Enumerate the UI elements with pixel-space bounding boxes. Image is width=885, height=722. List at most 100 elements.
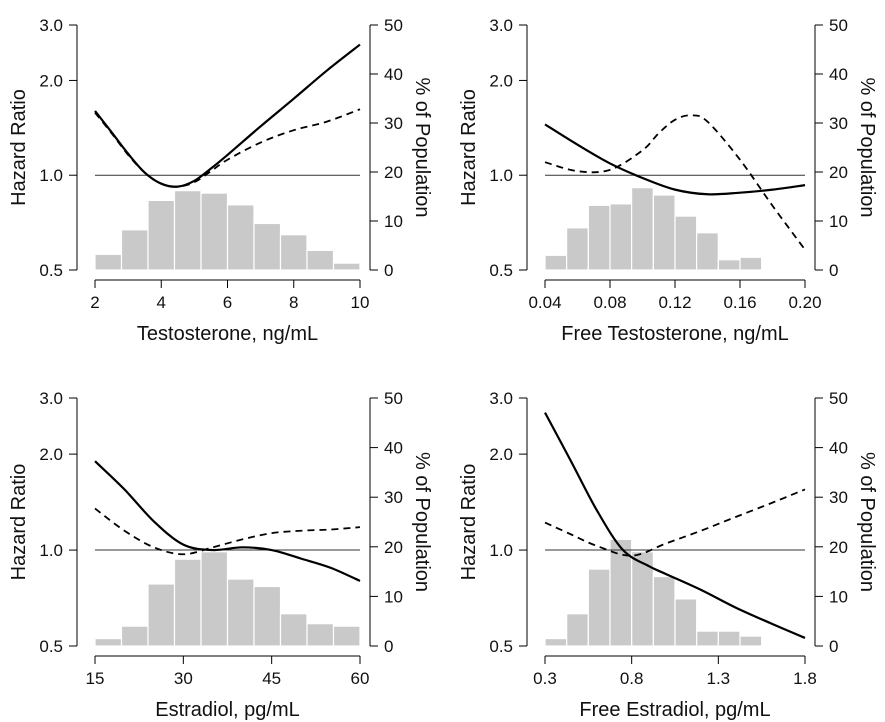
histogram-bar: [674, 598, 698, 647]
dashed-curve: [544, 114, 806, 251]
left-tick-label: 0.5: [489, 261, 513, 280]
histogram-bar: [173, 190, 202, 271]
histogram-bar: [566, 613, 589, 647]
left-tick-label: 2.0: [489, 445, 513, 464]
histogram-bar: [279, 613, 308, 647]
left-tick-label: 2.0: [39, 445, 63, 464]
left-tick-label: 1.0: [489, 541, 513, 560]
y-axis-title: Hazard Ratio: [458, 89, 480, 206]
x-tick-label: 0.20: [788, 293, 821, 312]
x-tick-label: 8: [289, 293, 298, 312]
left-tick-label: 0.5: [39, 261, 63, 280]
histogram-bar: [739, 256, 763, 271]
right-tick-label: 20: [384, 163, 403, 182]
right-tick-label: 40: [384, 439, 403, 458]
right-tick-label: 20: [829, 538, 848, 557]
right-tick-label: 50: [384, 16, 403, 35]
histogram-bar: [279, 234, 308, 271]
left-tick-label: 2.0: [489, 71, 513, 90]
solid-curve: [94, 43, 361, 188]
histogram-bar: [147, 583, 176, 647]
left-tick-label: 3.0: [489, 389, 513, 408]
x-axis-title: Free Estradiol, pg/mL: [579, 699, 770, 721]
histogram-bar: [739, 635, 763, 647]
histogram-bar: [147, 199, 176, 271]
y-axis-title: Hazard Ratio: [8, 89, 30, 206]
histogram-bar: [306, 249, 335, 271]
chart-panel-1: 0.5 1.0 2.0 3.0 0 10 20 30 40 50 2 4 6 8 10 Testosteron…: [8, 16, 433, 345]
right-tick-label: 10: [829, 587, 848, 606]
histogram-bar: [609, 203, 633, 271]
dashed-curve: [544, 488, 806, 557]
histogram-bar: [226, 578, 255, 647]
chart-panel-3: 0.5 1.0 2.0 3.0 0 10 20 30 40 50 15 30 45 60 Estradiol…: [8, 389, 433, 721]
x-axis-title: Free Testosterone, ng/mL: [561, 323, 789, 345]
x-tick-label: 4: [157, 293, 166, 312]
right-tick-label: 40: [829, 65, 848, 84]
x-tick-label: 0.08: [593, 293, 626, 312]
right-tick-label: 40: [384, 65, 403, 84]
right-tick-label: 30: [384, 488, 403, 507]
x-tick-label: 2: [90, 293, 99, 312]
right-tick-label: 50: [384, 389, 403, 408]
histogram-bar: [226, 204, 255, 271]
x-tick-label: 6: [223, 293, 232, 312]
histogram-bar: [120, 229, 149, 271]
solid-curve: [544, 412, 806, 639]
left-tick-label: 1.0: [39, 541, 63, 560]
right-tick-label: 20: [384, 538, 403, 557]
y2-axis-title: % of Population: [411, 452, 433, 592]
histogram-bar: [696, 630, 719, 647]
dashed-curve: [94, 507, 361, 556]
right-tick-label: 50: [829, 16, 848, 35]
left-tick-label: 1.0: [39, 166, 63, 185]
right-tick-label: 10: [384, 587, 403, 606]
histogram-bar: [253, 585, 282, 647]
right-tick-label: 50: [829, 389, 848, 408]
left-tick-label: 0.5: [39, 637, 63, 656]
histogram-bar: [200, 192, 229, 271]
y2-axis-title: % of Population: [856, 452, 878, 592]
right-tick-label: 0: [384, 637, 393, 656]
histogram-bar: [94, 637, 123, 647]
right-tick-label: 30: [384, 114, 403, 133]
left-tick-label: 2.0: [39, 71, 63, 90]
histogram-bar: [200, 551, 229, 647]
left-tick-label: 0.5: [489, 637, 513, 656]
x-tick-label: 30: [174, 669, 193, 688]
x-tick-label: 0.04: [528, 293, 561, 312]
x-tick-label: 60: [351, 669, 370, 688]
dashed-curve: [94, 108, 361, 188]
y-axis-title: Hazard Ratio: [8, 464, 30, 581]
x-axis-title: Estradiol, pg/mL: [155, 699, 300, 721]
left-tick-label: 3.0: [39, 16, 63, 35]
right-tick-label: 10: [829, 212, 848, 231]
chart-panel-4: 0.5 1.0 2.0 3.0 0 10 20 30 40 50 0.3 0.8 1.3 1.8 Free …: [458, 389, 878, 721]
left-tick-label: 1.0: [489, 166, 513, 185]
y2-axis-title: % of Population: [411, 77, 433, 217]
histogram-bar: [94, 253, 123, 271]
histogram-bar: [566, 227, 589, 271]
histogram-bar: [587, 568, 611, 647]
left-tick-label: 3.0: [489, 16, 513, 35]
x-tick-label: 0.8: [620, 669, 644, 688]
y-axis-title: Hazard Ratio: [458, 464, 480, 581]
histogram-bar: [652, 194, 676, 271]
histogram-bar: [652, 575, 676, 647]
x-tick-label: 15: [86, 669, 105, 688]
x-tick-label: 1.8: [793, 669, 817, 688]
x-tick-label: 0.16: [723, 293, 756, 312]
left-tick-label: 3.0: [39, 389, 63, 408]
right-tick-label: 0: [384, 261, 393, 280]
histogram-bar: [306, 623, 335, 647]
right-tick-label: 20: [829, 163, 848, 182]
right-tick-label: 30: [829, 114, 848, 133]
x-tick-label: 1.3: [707, 669, 731, 688]
chart-panel-2: 0.5 1.0 2.0 3.0 0 10 20 30 40 50 0.04 0.08 0.12 0.16 0…: [458, 16, 878, 345]
histogram-bar: [717, 259, 741, 271]
right-tick-label: 30: [829, 488, 848, 507]
x-axis-title: Testosterone, ng/mL: [137, 323, 318, 345]
x-tick-label: 45: [262, 669, 281, 688]
histogram-bar: [332, 625, 361, 647]
